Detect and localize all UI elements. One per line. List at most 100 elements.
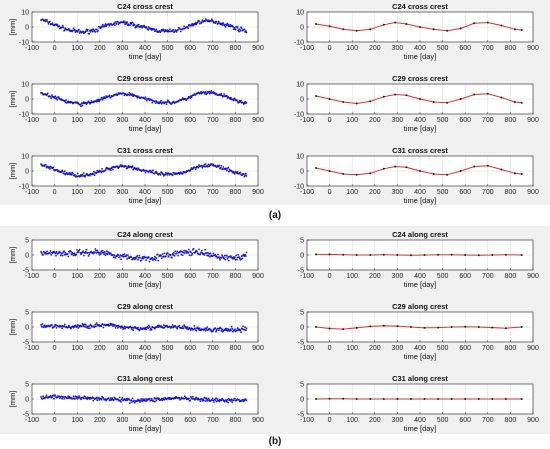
measured-point [240, 27, 243, 29]
x-tick-label: 400 [139, 273, 151, 280]
measured-point [238, 257, 241, 260]
y-tick-label: 0 [300, 397, 304, 404]
fit-point [410, 398, 412, 400]
measured-point [223, 400, 226, 403]
fit-point [355, 29, 358, 32]
measured-point [161, 253, 164, 256]
x-tick-label: 0 [328, 417, 332, 424]
measured-point [229, 23, 232, 26]
measured-point [41, 323, 44, 325]
measured-point [172, 29, 175, 31]
x-tick-label: 300 [392, 273, 404, 280]
x-tick-label: 300 [392, 417, 404, 424]
measured-point [54, 394, 57, 396]
x-tick-label: 200 [369, 189, 381, 196]
fit-point [394, 165, 397, 168]
x-tick-label: 900 [252, 117, 264, 124]
x-tick-label: 500 [437, 273, 449, 280]
measured-point [51, 94, 53, 97]
x-tick-label: 300 [392, 345, 404, 352]
measured-point [99, 253, 102, 256]
x-tick-label: 300 [117, 417, 129, 424]
x-tick-label: 800 [230, 417, 242, 424]
measured-point [96, 98, 99, 101]
measured-point [84, 326, 86, 328]
measured-point [86, 398, 88, 401]
fit-point [473, 93, 476, 96]
measured-point [65, 99, 67, 101]
x-tick-label: 300 [117, 117, 129, 124]
x-tick-label: 900 [252, 417, 264, 424]
x-tick-label: 200 [369, 417, 381, 424]
x-tick-label: 0 [53, 45, 57, 52]
x-tick-label: -100 [25, 117, 39, 124]
measured-point [41, 398, 44, 400]
measured-point [76, 395, 78, 398]
measured-point [220, 257, 223, 259]
x-tick-label: 500 [437, 345, 449, 352]
measured-point [141, 398, 144, 401]
measured-point [240, 400, 243, 403]
measured-point [185, 396, 188, 399]
measured-point [78, 248, 81, 251]
measured-point [227, 401, 230, 404]
measured-point [63, 398, 65, 400]
measured-point [46, 19, 48, 21]
x-tick-label: 900 [252, 45, 264, 52]
measured-point [101, 23, 104, 26]
fit-point [486, 92, 489, 95]
measured-point [61, 24, 64, 27]
fit-point [504, 253, 507, 256]
measured-point [46, 250, 48, 253]
x-tick-label: 0 [53, 273, 57, 280]
x-tick-label: 200 [369, 273, 381, 280]
fit-point [419, 26, 421, 28]
measured-point [80, 102, 83, 105]
x-tick-label: 100 [346, 273, 358, 280]
measured-point [131, 328, 133, 331]
measured-point [104, 254, 107, 257]
measured-point [93, 326, 96, 328]
measured-point [83, 323, 86, 326]
x-tick-label: 700 [482, 345, 494, 352]
fit-point [437, 253, 440, 256]
fit-point [369, 398, 372, 400]
measured-point [198, 329, 200, 331]
measured-point [185, 250, 188, 253]
measured-point [98, 399, 101, 401]
fit-point [396, 325, 399, 328]
y-tick-label: 10 [296, 82, 304, 89]
measured-point [157, 259, 160, 262]
fit-point [477, 254, 480, 257]
x-axis-label: time [day] [129, 424, 162, 433]
measured-trend-line [40, 92, 247, 105]
measured-point [47, 23, 50, 25]
y-axis-label: [mm] [8, 247, 17, 264]
y-tick-label: -5 [23, 268, 29, 275]
measured-point [55, 324, 57, 326]
x-tick-label: -100 [300, 417, 314, 424]
measured-point [181, 254, 184, 256]
measured-point [206, 326, 209, 329]
measured-point [42, 326, 45, 329]
measured-point [190, 254, 193, 257]
measured-point [74, 398, 76, 400]
x-axis-label: time [day] [129, 124, 162, 133]
fit-point [446, 101, 449, 104]
measured-point [112, 399, 115, 402]
measured-point [145, 328, 148, 331]
x-tick-label: 600 [459, 345, 471, 352]
y-axis-label: [mm] [8, 391, 17, 408]
subplot-c29-along-crest-fit: -100 0 100 200 300 400 500 600 700 800 900 -5 0 5 C29 … [298, 302, 539, 361]
measured-point [220, 165, 223, 167]
fit-point [369, 254, 372, 256]
x-tick-label: 200 [369, 345, 381, 352]
measured-point [63, 323, 66, 326]
x-tick-label: -100 [300, 117, 314, 124]
x-tick-label: -100 [300, 189, 314, 196]
measured-point [112, 256, 115, 259]
x-tick-label: 400 [414, 417, 426, 424]
measured-point [72, 27, 75, 30]
fit-point [405, 23, 408, 25]
measured-point [56, 23, 59, 26]
